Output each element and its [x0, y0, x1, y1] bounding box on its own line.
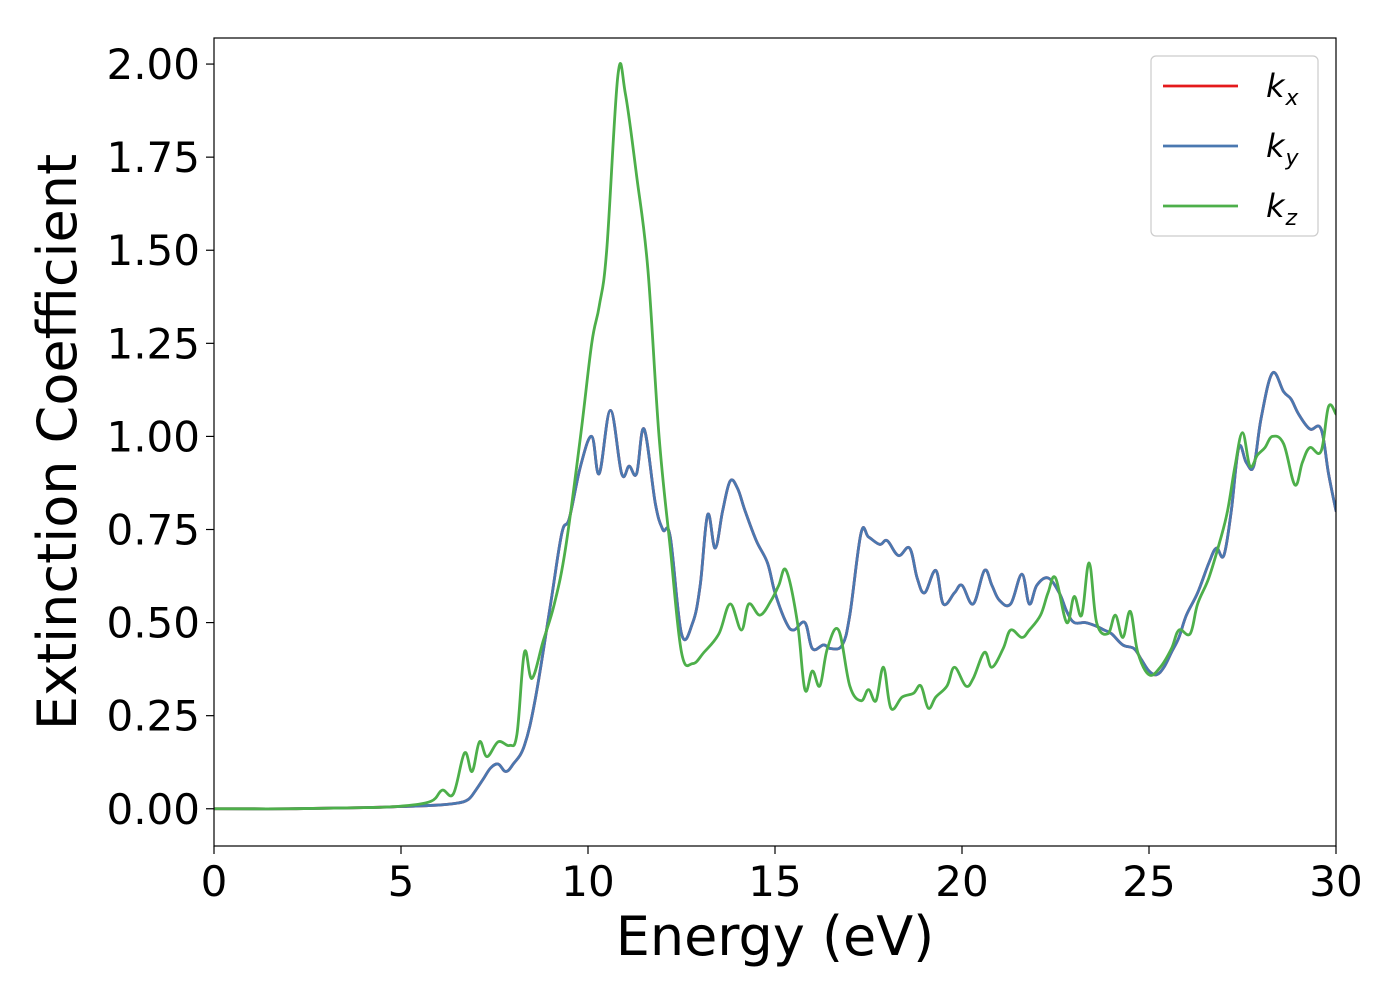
series-layer: [214, 62, 1336, 811]
x-tick-label: 10: [561, 857, 614, 906]
legend-label-x: kx: [1266, 67, 1300, 111]
x-tick-label: 25: [1122, 857, 1175, 906]
y-axis-label: Extinction Coefficient: [26, 154, 89, 730]
x-tick-label: 0: [201, 857, 228, 906]
y-tick-label: 1.25: [106, 319, 200, 368]
y-tick-label: 1.75: [106, 133, 200, 182]
y-tick-label: 0.50: [106, 599, 200, 648]
legend: kx ky kz: [1150, 55, 1319, 237]
x-tick-label: 5: [388, 857, 415, 906]
y-tick-label: 0.00: [106, 785, 200, 834]
y-tick-label: 2.00: [106, 40, 200, 89]
series-line-y: [214, 370, 1336, 811]
x-axis-ticks: 0 5 10 15 20 25 30: [201, 846, 1363, 906]
x-tick-label: 20: [935, 857, 988, 906]
y-tick-label: 1.00: [106, 412, 200, 461]
x-tick-label: 15: [748, 857, 801, 906]
x-axis-label: Energy (eV): [616, 905, 935, 968]
y-axis-ticks: 0.00 0.25 0.50 0.75 1.00 1.25 1.50 1.75 2.00: [106, 40, 214, 834]
series-line-z: [214, 62, 1336, 811]
legend-label-z: kz: [1266, 187, 1298, 231]
x-tick-label: 30: [1309, 857, 1362, 906]
y-tick-label: 0.25: [106, 692, 200, 741]
legend-items: kx ky kz: [1163, 67, 1300, 231]
y-tick-label: 0.75: [106, 506, 200, 555]
y-tick-label: 1.50: [106, 226, 200, 275]
legend-label-y: ky: [1266, 127, 1300, 171]
